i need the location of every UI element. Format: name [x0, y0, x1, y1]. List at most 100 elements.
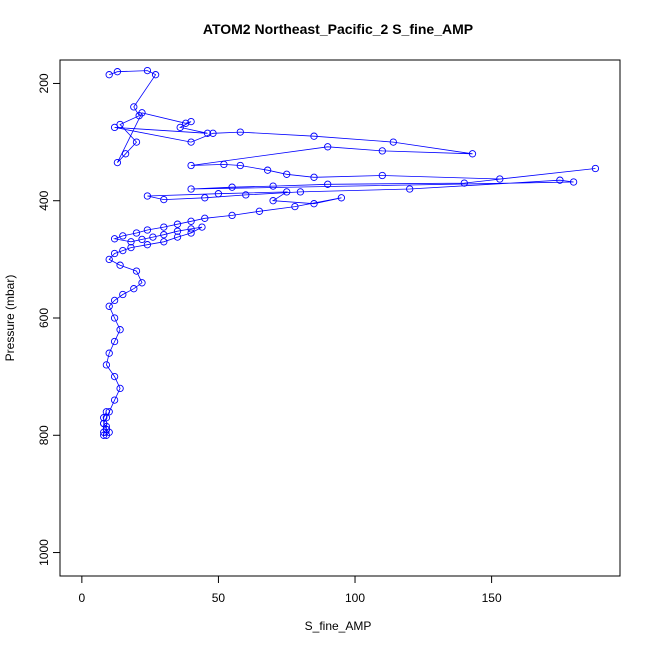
data-point [182, 119, 190, 127]
data-point [138, 279, 146, 287]
data-point [236, 128, 244, 136]
data-point [378, 147, 386, 155]
data-point [187, 225, 195, 233]
data-point [460, 179, 468, 187]
data-point [201, 194, 209, 202]
data-point [149, 233, 157, 241]
data-point [110, 314, 119, 322]
data-point [291, 202, 299, 211]
data-point [119, 246, 127, 255]
data-point [100, 419, 108, 428]
data-point [209, 129, 217, 137]
x-tick-label: 0 [79, 591, 86, 605]
data-point [143, 226, 152, 234]
data-point [119, 232, 127, 240]
y-axis-label: Pressure (mbar) [3, 275, 17, 362]
data-point [138, 235, 146, 244]
data-point [269, 197, 277, 205]
data-point [324, 180, 332, 188]
data-point [105, 408, 113, 416]
data-point [269, 182, 277, 190]
data-point [263, 166, 272, 174]
data-point [110, 235, 119, 243]
data-point [113, 158, 122, 167]
data-point [119, 290, 127, 299]
data-point [143, 241, 152, 249]
data-point [130, 285, 138, 293]
data-point [116, 261, 124, 269]
data-point [143, 66, 152, 75]
data-point [496, 175, 504, 183]
data-point [296, 188, 305, 196]
data-point [187, 229, 195, 237]
data-point [100, 414, 108, 422]
data-point [138, 109, 146, 117]
data-point [100, 431, 108, 439]
data-point [116, 120, 124, 129]
data-point [160, 223, 168, 231]
data-point [556, 176, 564, 184]
data-point [187, 117, 195, 126]
data-point [468, 150, 477, 158]
y-tick-label: 1000 [37, 539, 51, 566]
data-point [310, 132, 318, 140]
data-point [102, 414, 111, 422]
x-axis: 0 50 100 150 [79, 575, 502, 605]
x-tick-label: 100 [345, 591, 365, 605]
data-point [105, 255, 113, 264]
y-axis: 200 400 600 800 1000 [37, 73, 61, 566]
y-tick-label: 600 [37, 308, 51, 328]
chart-title: ATOM2 Northeast_Pacific_2 S_fine_AMP [203, 21, 473, 37]
data-point [569, 178, 578, 186]
data-point [160, 231, 168, 239]
data-point [173, 233, 182, 241]
data-point [116, 326, 124, 334]
data-point [591, 164, 600, 173]
data-point [110, 123, 119, 132]
data-point [198, 223, 206, 231]
data-point [110, 296, 119, 305]
data-point [242, 191, 250, 199]
data-point [310, 173, 318, 181]
data-point [228, 183, 236, 191]
data-point [173, 227, 182, 235]
y-tick-label: 400 [37, 190, 51, 210]
data-point [102, 408, 111, 416]
data-point [406, 185, 414, 193]
data-point [283, 188, 291, 196]
data-point [187, 185, 195, 193]
data-point [283, 170, 291, 178]
x-tick-label: 50 [212, 591, 226, 605]
data-point [102, 425, 111, 434]
data-point [255, 207, 264, 215]
data-point [151, 71, 160, 79]
plot-frame [59, 59, 621, 577]
data-point [143, 192, 152, 200]
data-point [130, 103, 138, 111]
data-point [116, 384, 124, 393]
data-point [127, 243, 135, 252]
data-point [127, 238, 135, 246]
data-point [132, 267, 141, 275]
data-point [324, 143, 332, 151]
data-point [160, 195, 168, 204]
y-tick-label: 200 [37, 73, 51, 93]
data-point [228, 211, 236, 220]
data-point [121, 150, 130, 158]
data-point [203, 129, 212, 137]
data-point [105, 71, 113, 79]
data-point [337, 194, 346, 202]
data-point [310, 200, 318, 208]
data-point [236, 161, 244, 170]
x-tick-label: 150 [482, 591, 502, 605]
data-point [160, 238, 168, 246]
y-tick-label: 800 [37, 425, 51, 445]
data-point [102, 361, 111, 369]
data-point [132, 229, 141, 237]
data-point [105, 302, 113, 310]
data-layer [100, 66, 600, 439]
data-point [110, 372, 119, 381]
data-point [105, 349, 113, 357]
data-point [201, 214, 209, 222]
